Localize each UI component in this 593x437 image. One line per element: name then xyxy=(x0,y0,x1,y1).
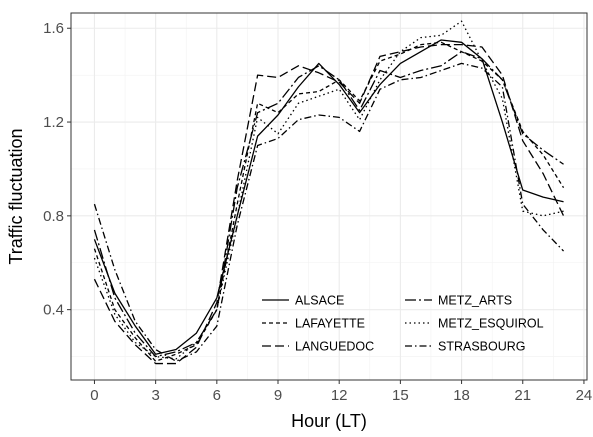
series-line-languedoc xyxy=(93,44,565,365)
series-line-lafayette xyxy=(93,41,565,362)
series-line-metz-arts xyxy=(93,51,564,358)
x-tick-label: 0 xyxy=(90,387,98,404)
x-tick-label: 12 xyxy=(331,387,348,404)
x-tick-label: 21 xyxy=(514,387,531,404)
plot-panel-border xyxy=(70,12,588,381)
x-tick-label: 18 xyxy=(453,387,470,404)
y-tick-label: 0.4 xyxy=(43,302,64,319)
legend-label-languedoc: LANGUEDOC xyxy=(295,340,374,354)
legend-label-alsace: ALSACE xyxy=(295,294,344,308)
legend-label-metz-esquirol: METZ_ESQUIROL xyxy=(438,317,544,331)
x-tick-label: 3 xyxy=(151,387,159,404)
x-tick-label: 15 xyxy=(392,387,409,404)
series-line-strasbourg xyxy=(93,62,565,362)
axes: 0 3 6 9 12 15 18 21 24 0.4 0.8 1.2 1.6 xyxy=(43,20,592,404)
x-axis-title: Hour (LT) xyxy=(291,411,367,431)
legend: ALSACE LAFAYETTE LANGUEDOC METZ_ARTS METZ_ES… xyxy=(262,294,544,354)
y-tick-label: 0.8 xyxy=(43,208,64,225)
x-tick-label: 6 xyxy=(213,387,221,404)
x-tick-label: 9 xyxy=(274,387,282,404)
legend-label-lafayette: LAFAYETTE xyxy=(295,317,365,331)
y-axis-title: Traffic fluctuation xyxy=(6,128,26,264)
series-line-alsace xyxy=(93,39,564,355)
x-tick-label: 24 xyxy=(576,387,593,404)
legend-label-strasbourg: STRASBOURG xyxy=(438,340,526,354)
y-tick-label: 1.6 xyxy=(43,20,64,37)
y-tick-label: 1.2 xyxy=(43,114,64,131)
series-lines xyxy=(93,20,565,365)
legend-label-metz-arts: METZ_ARTS xyxy=(438,294,512,308)
